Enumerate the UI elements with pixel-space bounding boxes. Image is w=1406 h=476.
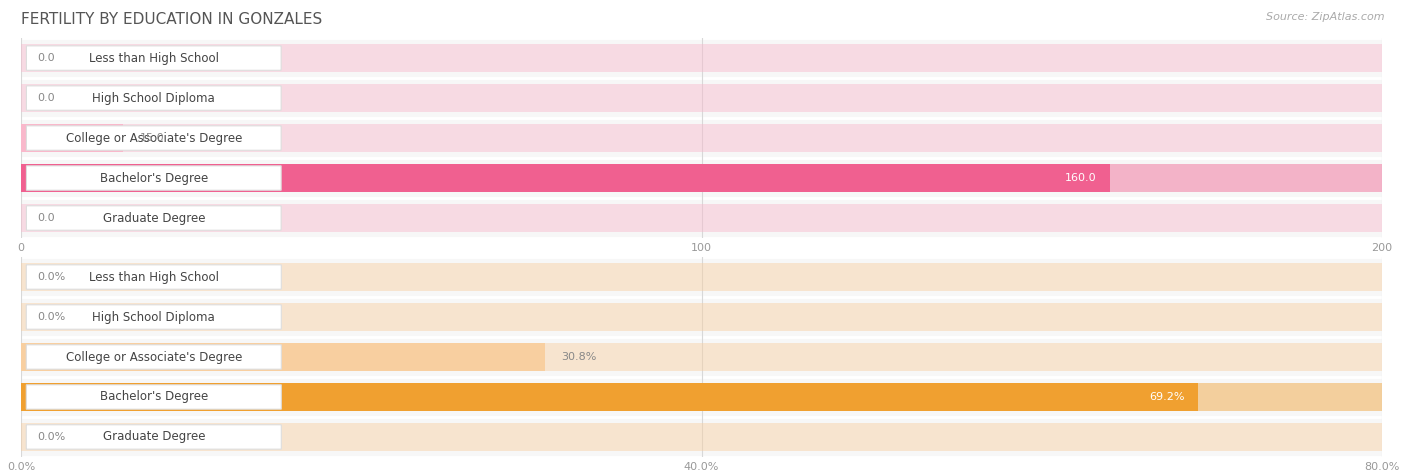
Bar: [21, 303, 1382, 331]
Text: 15.0: 15.0: [139, 133, 165, 143]
FancyBboxPatch shape: [27, 206, 281, 230]
Bar: [21, 158, 1382, 198]
Bar: [21, 417, 1382, 457]
Text: 69.2%: 69.2%: [1149, 392, 1185, 402]
Bar: [21, 164, 1109, 192]
Bar: [21, 44, 1382, 72]
Bar: [21, 383, 1198, 411]
FancyBboxPatch shape: [27, 265, 281, 289]
Bar: [21, 118, 1382, 158]
Text: College or Associate's Degree: College or Associate's Degree: [66, 131, 242, 145]
Bar: [21, 204, 1382, 232]
Bar: [21, 164, 1382, 192]
FancyBboxPatch shape: [27, 166, 281, 190]
Bar: [21, 78, 1382, 118]
Text: Bachelor's Degree: Bachelor's Degree: [100, 390, 208, 404]
Bar: [21, 377, 1382, 417]
Text: 30.8%: 30.8%: [561, 352, 596, 362]
FancyBboxPatch shape: [27, 86, 281, 110]
Bar: [21, 198, 1382, 238]
FancyBboxPatch shape: [27, 425, 281, 449]
Bar: [21, 257, 1382, 297]
Text: FERTILITY BY EDUCATION IN GONZALES: FERTILITY BY EDUCATION IN GONZALES: [21, 12, 322, 27]
FancyBboxPatch shape: [27, 46, 281, 70]
Bar: [21, 164, 1109, 192]
Text: High School Diploma: High School Diploma: [93, 310, 215, 324]
Text: 160.0: 160.0: [1064, 173, 1097, 183]
Bar: [21, 38, 1382, 78]
Text: 0.0: 0.0: [38, 93, 55, 103]
Bar: [21, 297, 1382, 337]
Bar: [21, 263, 1382, 291]
Text: 0.0%: 0.0%: [38, 432, 66, 442]
Bar: [21, 343, 546, 371]
Bar: [21, 124, 1382, 152]
Text: High School Diploma: High School Diploma: [93, 91, 215, 105]
Text: Bachelor's Degree: Bachelor's Degree: [100, 171, 208, 185]
FancyBboxPatch shape: [27, 305, 281, 329]
Text: 0.0%: 0.0%: [38, 312, 66, 322]
Text: College or Associate's Degree: College or Associate's Degree: [66, 350, 242, 364]
Text: Graduate Degree: Graduate Degree: [103, 430, 205, 444]
Bar: [21, 343, 1382, 371]
Text: 0.0%: 0.0%: [38, 272, 66, 282]
Bar: [21, 337, 1382, 377]
Bar: [21, 124, 124, 152]
Text: Graduate Degree: Graduate Degree: [103, 211, 205, 225]
FancyBboxPatch shape: [27, 345, 281, 369]
FancyBboxPatch shape: [27, 126, 281, 150]
Bar: [21, 383, 1198, 411]
Text: Less than High School: Less than High School: [89, 51, 219, 65]
Bar: [21, 423, 1382, 451]
Text: 0.0: 0.0: [38, 213, 55, 223]
FancyBboxPatch shape: [27, 385, 281, 409]
Bar: [21, 343, 546, 371]
Text: 0.0: 0.0: [38, 53, 55, 63]
Bar: [21, 84, 1382, 112]
Text: Source: ZipAtlas.com: Source: ZipAtlas.com: [1267, 12, 1385, 22]
Text: Less than High School: Less than High School: [89, 270, 219, 284]
Bar: [21, 383, 1382, 411]
Bar: [21, 124, 124, 152]
